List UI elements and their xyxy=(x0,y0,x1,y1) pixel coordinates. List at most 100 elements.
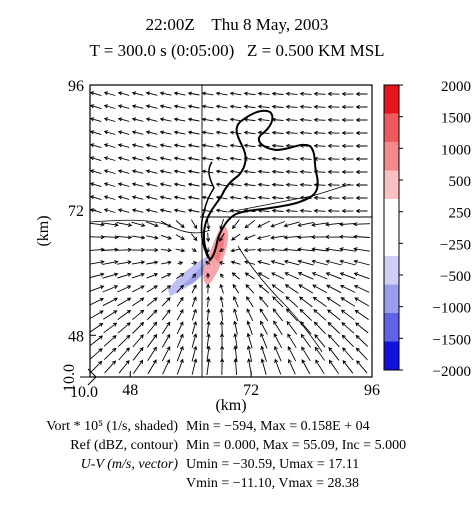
wind-vector-67 xyxy=(187,130,200,135)
wind-vector-60 xyxy=(90,130,102,136)
y-axis-label: (km) xyxy=(35,215,52,246)
wind-vector-253 xyxy=(270,247,285,252)
wind-vector-269 xyxy=(218,261,225,266)
wind-vector-435 xyxy=(301,359,311,375)
wind-vector-425 xyxy=(162,358,171,375)
wind-vector-172 xyxy=(257,195,270,200)
wind-vector-372 xyxy=(260,320,268,335)
wind-vector-188 xyxy=(201,208,214,213)
wind-vector-180 xyxy=(90,208,102,214)
wind-vector-338 xyxy=(340,297,356,307)
wind-vector-406 xyxy=(176,345,184,362)
wind-vector-49 xyxy=(215,117,228,122)
wind-vector-246 xyxy=(175,248,186,253)
wind-vector-181 xyxy=(103,208,116,213)
wind-vector-307 xyxy=(191,284,197,294)
wind-vector-428 xyxy=(206,358,211,375)
wind-vector-304 xyxy=(146,285,158,293)
wind-vector-352 xyxy=(259,308,269,322)
wind-vector-210 xyxy=(232,219,240,230)
wind-vector-83 xyxy=(131,143,144,148)
wind-vector-286 xyxy=(176,272,185,279)
wind-vector-field xyxy=(90,91,371,376)
wind-vector-378 xyxy=(341,322,355,334)
map-boundary-line xyxy=(90,219,211,234)
wind-vector-194 xyxy=(285,208,298,213)
wind-vector-369 xyxy=(219,320,224,335)
colorbar-label-2: 1000 xyxy=(441,142,471,158)
wind-vector-44 xyxy=(145,117,158,122)
wind-vector-343 xyxy=(132,309,145,321)
wind-vector-81 xyxy=(103,143,116,148)
wind-vector-329 xyxy=(219,295,224,308)
wind-vector-62 xyxy=(117,130,130,135)
reflectivity-contour xyxy=(202,109,319,262)
wind-vector-354 xyxy=(285,308,298,322)
wind-vector-377 xyxy=(327,321,341,334)
wind-vector-288 xyxy=(205,272,211,279)
colorbar-swatch-6 xyxy=(384,256,399,285)
wind-vector-170 xyxy=(229,195,242,200)
wind-vector-86 xyxy=(173,143,186,148)
wind-vector-90 xyxy=(229,143,242,148)
wind-vector-386 xyxy=(176,333,184,348)
wind-vector-365 xyxy=(161,321,171,334)
wind-vector-310 xyxy=(232,283,240,294)
wind-vector-235 xyxy=(297,235,315,240)
wind-vector-314 xyxy=(284,284,299,294)
wind-vector-18 xyxy=(341,91,354,96)
wind-vector-438 xyxy=(342,359,354,374)
wind-vector-415 xyxy=(301,346,311,362)
wind-vector-151 xyxy=(243,182,256,187)
wind-vector-29 xyxy=(215,104,228,109)
wind-vector-192 xyxy=(257,208,270,213)
wind-vector-245 xyxy=(160,248,172,253)
wind-vector-66 xyxy=(173,130,186,135)
wind-vector-7 xyxy=(187,91,200,96)
wind-vector-74 xyxy=(285,130,298,135)
wind-vector-322 xyxy=(117,297,132,307)
wind-vector-413 xyxy=(274,345,282,362)
wind-vector-263 xyxy=(131,260,146,265)
wind-vector-113 xyxy=(271,156,284,161)
wind-vector-179 xyxy=(355,195,368,201)
wind-vector-40 xyxy=(90,117,102,123)
wind-vector-122 xyxy=(117,169,130,174)
wind-vector-275 xyxy=(297,259,314,266)
wind-vector-265 xyxy=(161,260,172,265)
wind-vector-165 xyxy=(159,195,172,200)
wind-vector-202 xyxy=(116,222,133,227)
wind-vector-163 xyxy=(131,195,144,200)
wind-vector-14 xyxy=(285,91,298,96)
wind-vector-303 xyxy=(131,285,145,293)
wind-vector-47 xyxy=(187,117,200,122)
wind-vector-193 xyxy=(271,208,284,213)
wind-vector-159 xyxy=(355,182,368,188)
wind-vector-371 xyxy=(246,320,253,335)
wind-vector-321 xyxy=(102,297,118,307)
wind-vector-229 xyxy=(219,232,225,242)
wind-vector-336 xyxy=(312,296,327,307)
colorbar-swatch-7 xyxy=(384,284,399,314)
ref-stats: Min = 0.000, Max = 55.09, Inc = 5.000 xyxy=(186,438,407,453)
wind-vector-216 xyxy=(311,222,328,227)
wind-vector-261 xyxy=(102,260,119,265)
wind-vector-138 xyxy=(341,169,354,174)
wind-vector-160 xyxy=(90,195,102,201)
wind-vector-436 xyxy=(315,359,325,375)
wind-vector-11 xyxy=(243,91,256,96)
wind-vector-363 xyxy=(132,321,145,334)
wind-vector-401 xyxy=(103,347,117,360)
wind-vector-56 xyxy=(313,117,326,122)
wind-vector-259 xyxy=(353,247,370,252)
colorbar-label-1: 1500 xyxy=(441,111,471,127)
wind-vector-85 xyxy=(159,143,172,148)
wind-vector-290 xyxy=(231,272,240,280)
wind-vector-183 xyxy=(131,208,144,213)
wind-vector-152 xyxy=(257,182,270,187)
wind-vector-141 xyxy=(103,182,116,187)
wind-vector-124 xyxy=(145,169,158,174)
field-info-panel: Vort * 10⁵ (1/s, shaded) Min = −594, Max… xyxy=(0,418,474,518)
wind-vector-34 xyxy=(285,104,298,109)
wind-vector-173 xyxy=(271,195,284,200)
